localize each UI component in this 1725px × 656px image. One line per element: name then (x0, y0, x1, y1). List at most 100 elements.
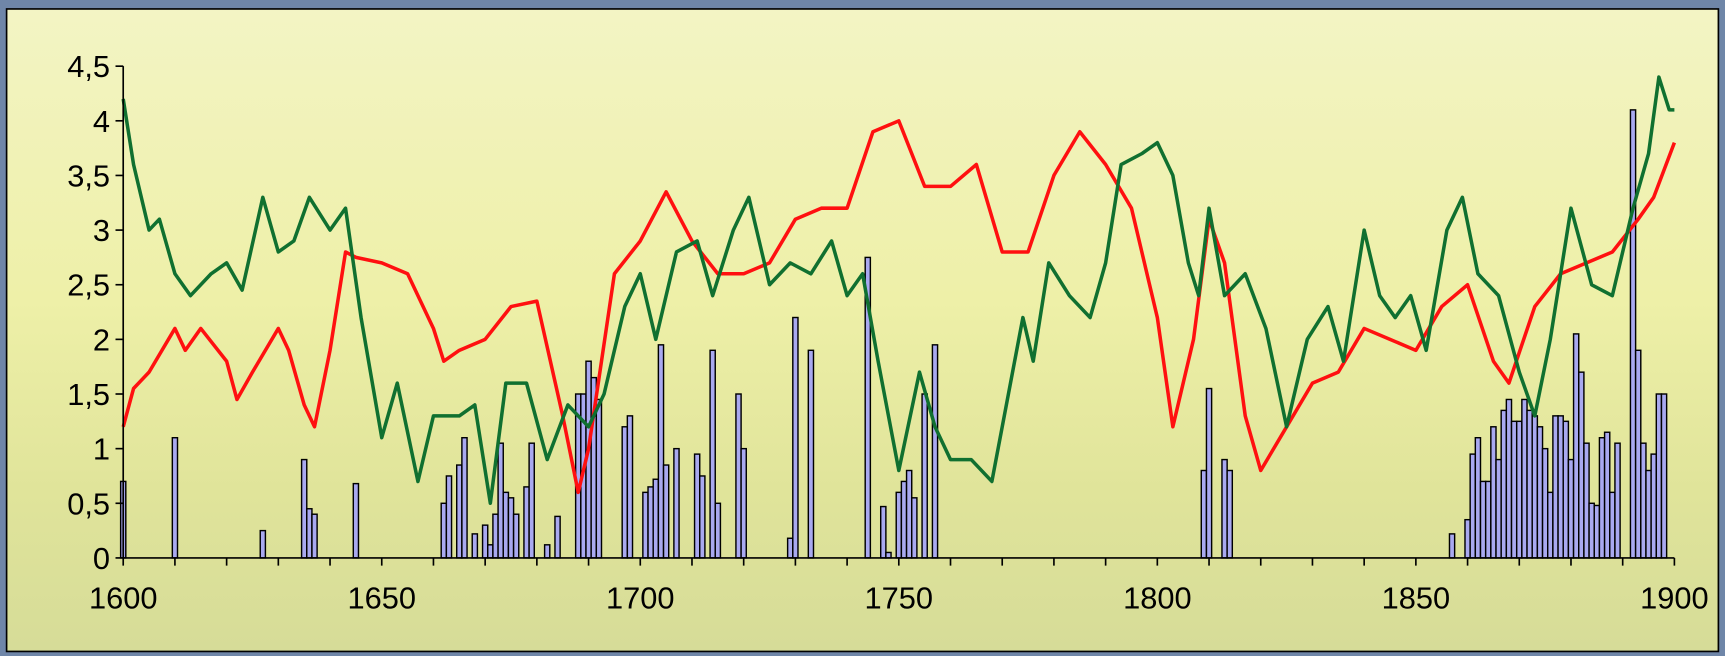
bar (1646, 471, 1651, 558)
bar (664, 465, 669, 558)
bar (1605, 432, 1610, 558)
bar (1641, 443, 1646, 558)
bar (881, 507, 886, 558)
x-tick-label: 1850 (1382, 581, 1451, 616)
bar (1558, 416, 1563, 558)
bar (695, 454, 700, 558)
bar (302, 460, 307, 558)
bar (1568, 460, 1573, 558)
bar (555, 516, 560, 558)
bar (1527, 410, 1532, 558)
bar (1651, 454, 1656, 558)
bar (1496, 460, 1501, 558)
bar (653, 479, 658, 558)
bar (1615, 443, 1620, 558)
x-tick-label: 1900 (1640, 581, 1709, 616)
bar (498, 443, 503, 558)
bar (1548, 492, 1553, 558)
bar (1594, 505, 1599, 557)
bar (1475, 438, 1480, 558)
bar (1227, 471, 1232, 558)
y-tick-label: 1,5 (67, 377, 110, 412)
bar (1465, 520, 1470, 558)
bar (1630, 110, 1635, 558)
bar (503, 492, 508, 558)
bar (1599, 438, 1604, 558)
bar (1553, 416, 1558, 558)
bar (622, 427, 627, 558)
bar (172, 438, 177, 558)
bar (1480, 481, 1485, 557)
bar (1532, 416, 1537, 558)
bar (488, 545, 493, 558)
bar (1517, 421, 1522, 558)
bar (524, 487, 529, 558)
bar (1222, 460, 1227, 558)
page: {"chart_data":{"type":"bar_line", "xlim"… (0, 0, 1725, 656)
bar (1491, 427, 1496, 558)
bar (793, 318, 798, 558)
bar (1501, 410, 1506, 558)
bar (808, 350, 813, 558)
bar (508, 498, 513, 558)
y-tick-label: 1 (93, 432, 110, 467)
bar (1512, 421, 1517, 558)
bar (896, 492, 901, 558)
bar (700, 476, 705, 558)
bar (446, 476, 451, 558)
bar (1506, 399, 1511, 557)
bar (710, 350, 715, 558)
bar (643, 492, 648, 558)
bar (260, 531, 265, 558)
y-tick-label: 0,5 (67, 486, 110, 521)
bar (1579, 372, 1584, 558)
bar (658, 345, 663, 558)
bar (1449, 534, 1454, 558)
bar (907, 471, 912, 558)
bar (1201, 471, 1206, 558)
bar (715, 503, 720, 558)
bar (545, 545, 550, 558)
bar (1486, 481, 1491, 557)
bar (901, 481, 906, 557)
bar (1537, 427, 1542, 558)
bar (674, 449, 679, 558)
bar (483, 525, 488, 558)
bar (1543, 449, 1548, 558)
bar (932, 345, 937, 558)
bar (1584, 443, 1589, 558)
x-tick-label: 1800 (1123, 581, 1192, 616)
x-tick-label: 1650 (347, 581, 416, 616)
bar (912, 498, 917, 558)
y-tick-label: 2 (93, 322, 110, 357)
y-tick-label: 0 (93, 541, 110, 576)
bar (457, 465, 462, 558)
bar (627, 416, 632, 558)
bar (1574, 334, 1579, 558)
bar (1563, 421, 1568, 558)
x-tick-label: 1750 (865, 581, 934, 616)
bar (1661, 394, 1666, 558)
bar (472, 534, 477, 558)
bar (441, 503, 446, 558)
bar (1656, 394, 1661, 558)
x-tick-label: 1600 (89, 581, 158, 616)
bar (922, 394, 927, 558)
y-tick-label: 4 (93, 104, 110, 139)
bar (596, 399, 601, 557)
bar (529, 443, 534, 558)
y-tick-label: 2,5 (67, 268, 110, 303)
bar (1589, 503, 1594, 558)
x-tick-label: 1700 (606, 581, 675, 616)
y-tick-label: 4,5 (67, 49, 110, 84)
bar (1470, 454, 1475, 558)
bar (307, 509, 312, 558)
y-tick-label: 3,5 (67, 158, 110, 193)
bar (514, 514, 519, 558)
bar (353, 484, 358, 558)
bar (648, 487, 653, 558)
bar (1636, 350, 1641, 558)
bar (1206, 389, 1211, 558)
bar (736, 394, 741, 558)
bar (788, 538, 793, 558)
